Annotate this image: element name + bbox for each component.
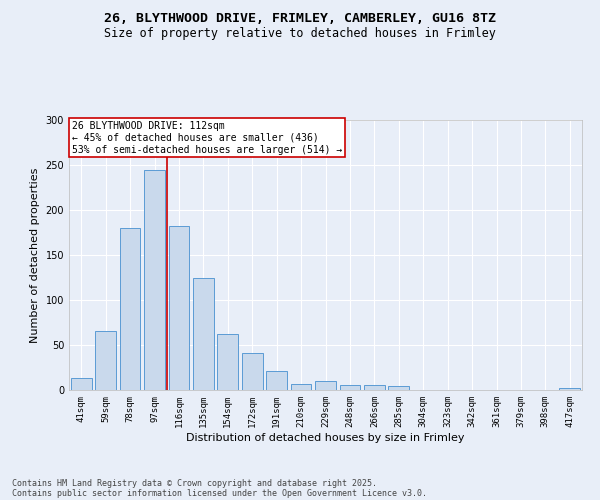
Bar [340, 384, 361, 390]
Bar [290, 384, 311, 390]
Text: 26 BLYTHWOOD DRIVE: 112sqm
← 45% of detached houses are smaller (436)
53% of sem: 26 BLYTHWOOD DRIVE: 112sqm ← 45% of deta… [71, 122, 342, 154]
Bar [364, 384, 385, 390]
Bar [169, 226, 190, 390]
Bar [559, 388, 580, 390]
Bar [144, 170, 165, 390]
Bar [217, 334, 238, 390]
Bar [242, 353, 263, 390]
X-axis label: Distribution of detached houses by size in Frimley: Distribution of detached houses by size … [186, 432, 465, 442]
Text: Contains HM Land Registry data © Crown copyright and database right 2025.: Contains HM Land Registry data © Crown c… [12, 478, 377, 488]
Text: 26, BLYTHWOOD DRIVE, FRIMLEY, CAMBERLEY, GU16 8TZ: 26, BLYTHWOOD DRIVE, FRIMLEY, CAMBERLEY,… [104, 12, 496, 26]
Bar [315, 381, 336, 390]
Bar [119, 228, 140, 390]
Bar [266, 371, 287, 390]
Bar [71, 378, 92, 390]
Bar [388, 386, 409, 390]
Y-axis label: Number of detached properties: Number of detached properties [30, 168, 40, 342]
Text: Size of property relative to detached houses in Frimley: Size of property relative to detached ho… [104, 28, 496, 40]
Bar [95, 330, 116, 390]
Bar [193, 278, 214, 390]
Text: Contains public sector information licensed under the Open Government Licence v3: Contains public sector information licen… [12, 488, 427, 498]
